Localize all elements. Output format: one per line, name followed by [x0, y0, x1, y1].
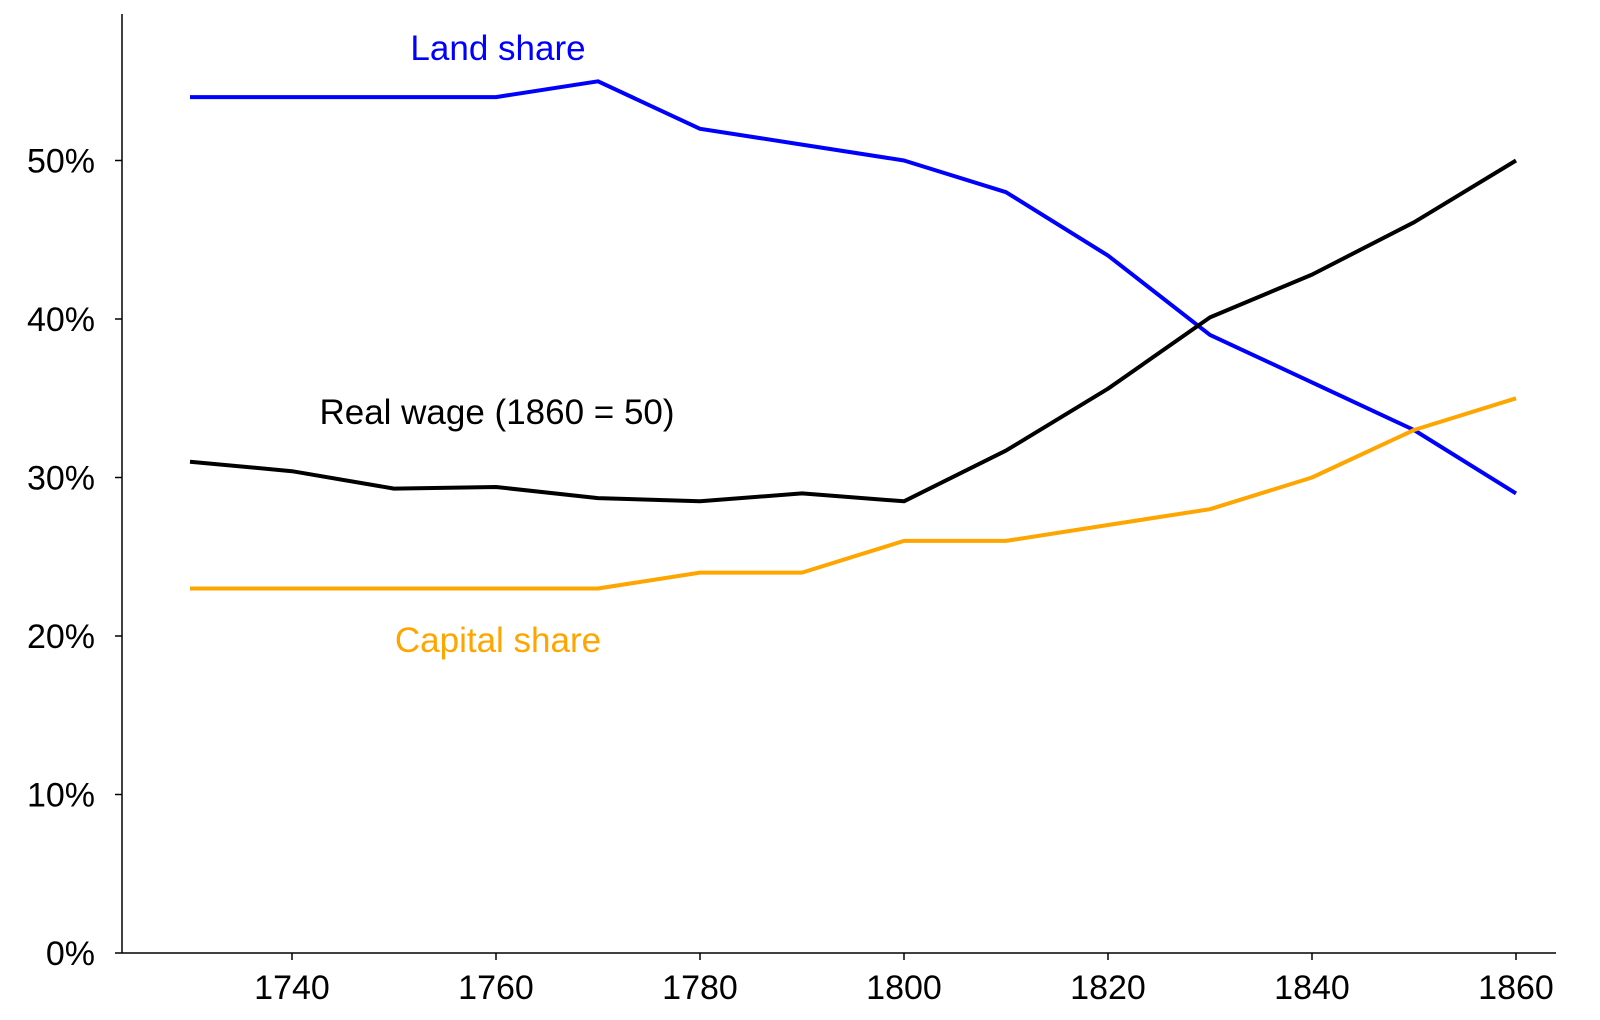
- y-tick-label: 50%: [27, 143, 95, 181]
- y-tick-label: 10%: [27, 777, 95, 815]
- land-share-label: Land share: [410, 29, 585, 68]
- y-tick-label: 40%: [27, 301, 95, 339]
- capital-share-line: [190, 396, 1517, 591]
- y-tick-label: 0%: [46, 935, 95, 973]
- real-wage-label: Real wage (1860 = 50): [319, 393, 674, 432]
- real-wage-line: [189, 158, 1518, 504]
- x-tick-label: 1820: [1070, 969, 1146, 1007]
- y-tick-label: 30%: [27, 460, 95, 498]
- x-tick-label: 1740: [254, 969, 330, 1007]
- x-tick-label: 1840: [1274, 969, 1350, 1007]
- capital-share-label: Capital share: [395, 621, 601, 660]
- series-lines: [189, 79, 1518, 591]
- chart-axes: [121, 14, 1556, 954]
- x-tick-label: 1760: [458, 969, 534, 1007]
- y-tick-label: 20%: [27, 618, 95, 656]
- series-labels: Land share Real wage (1860 = 50) Capital s…: [319, 29, 674, 660]
- x-tick-label: 1860: [1478, 969, 1554, 1007]
- x-tick-label: 1800: [866, 969, 942, 1007]
- y-axis-ticks: 0% 10% 20% 30% 40% 50%: [27, 143, 122, 973]
- x-axis-ticks: 1740 1760 1780 1800 1820 1840 1860: [254, 953, 1554, 1007]
- land-share-line: [190, 79, 1518, 496]
- x-tick-label: 1780: [662, 969, 738, 1007]
